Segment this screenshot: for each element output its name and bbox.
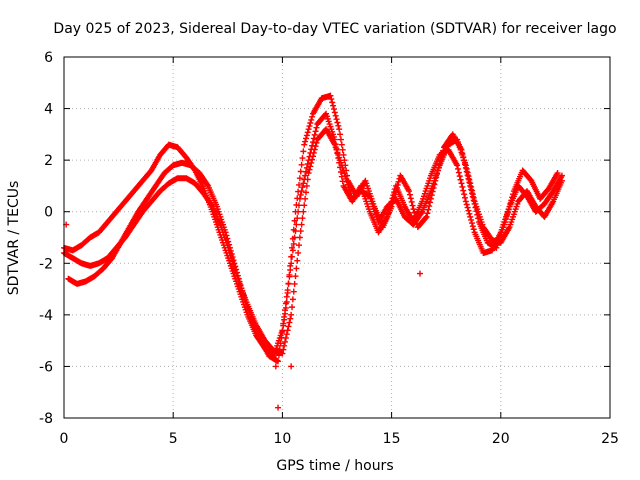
x-tick-label: 5 xyxy=(169,431,178,447)
y-tick-label: 4 xyxy=(44,102,53,118)
y-tick-label: 6 xyxy=(44,50,53,66)
data-series xyxy=(61,92,565,411)
axis-ticks: 0 5 10 15 20 25 -8 -6 -4 -2 0 2 4 6 xyxy=(39,50,619,447)
y-axis-label: SDTVAR / TECUs xyxy=(6,181,22,296)
y-tick-label: -2 xyxy=(39,256,53,272)
y-tick-label: -6 xyxy=(39,359,53,375)
y-tick-label: -8 xyxy=(39,411,53,427)
plot-frame xyxy=(63,56,611,419)
y-tick-label: -4 xyxy=(39,308,53,324)
y-tick-label: 2 xyxy=(44,153,53,169)
x-tick-label: 0 xyxy=(60,431,69,447)
x-tick-label: 15 xyxy=(383,431,401,447)
y-tick-label: 0 xyxy=(44,205,53,221)
outlier-point xyxy=(272,363,279,370)
x-axis-label: GPS time / hours xyxy=(276,458,393,474)
x-tick-label: 10 xyxy=(273,431,291,447)
chart-title: Day 025 of 2023, Sidereal Day-to-day VTE… xyxy=(53,21,616,37)
outlier-point xyxy=(275,404,282,411)
outlier-point xyxy=(416,270,423,277)
outlier-point xyxy=(288,363,295,370)
series-outliers xyxy=(63,221,423,411)
x-tick-label: 20 xyxy=(492,431,510,447)
x-tick-label: 25 xyxy=(601,431,619,447)
grid xyxy=(64,57,610,418)
